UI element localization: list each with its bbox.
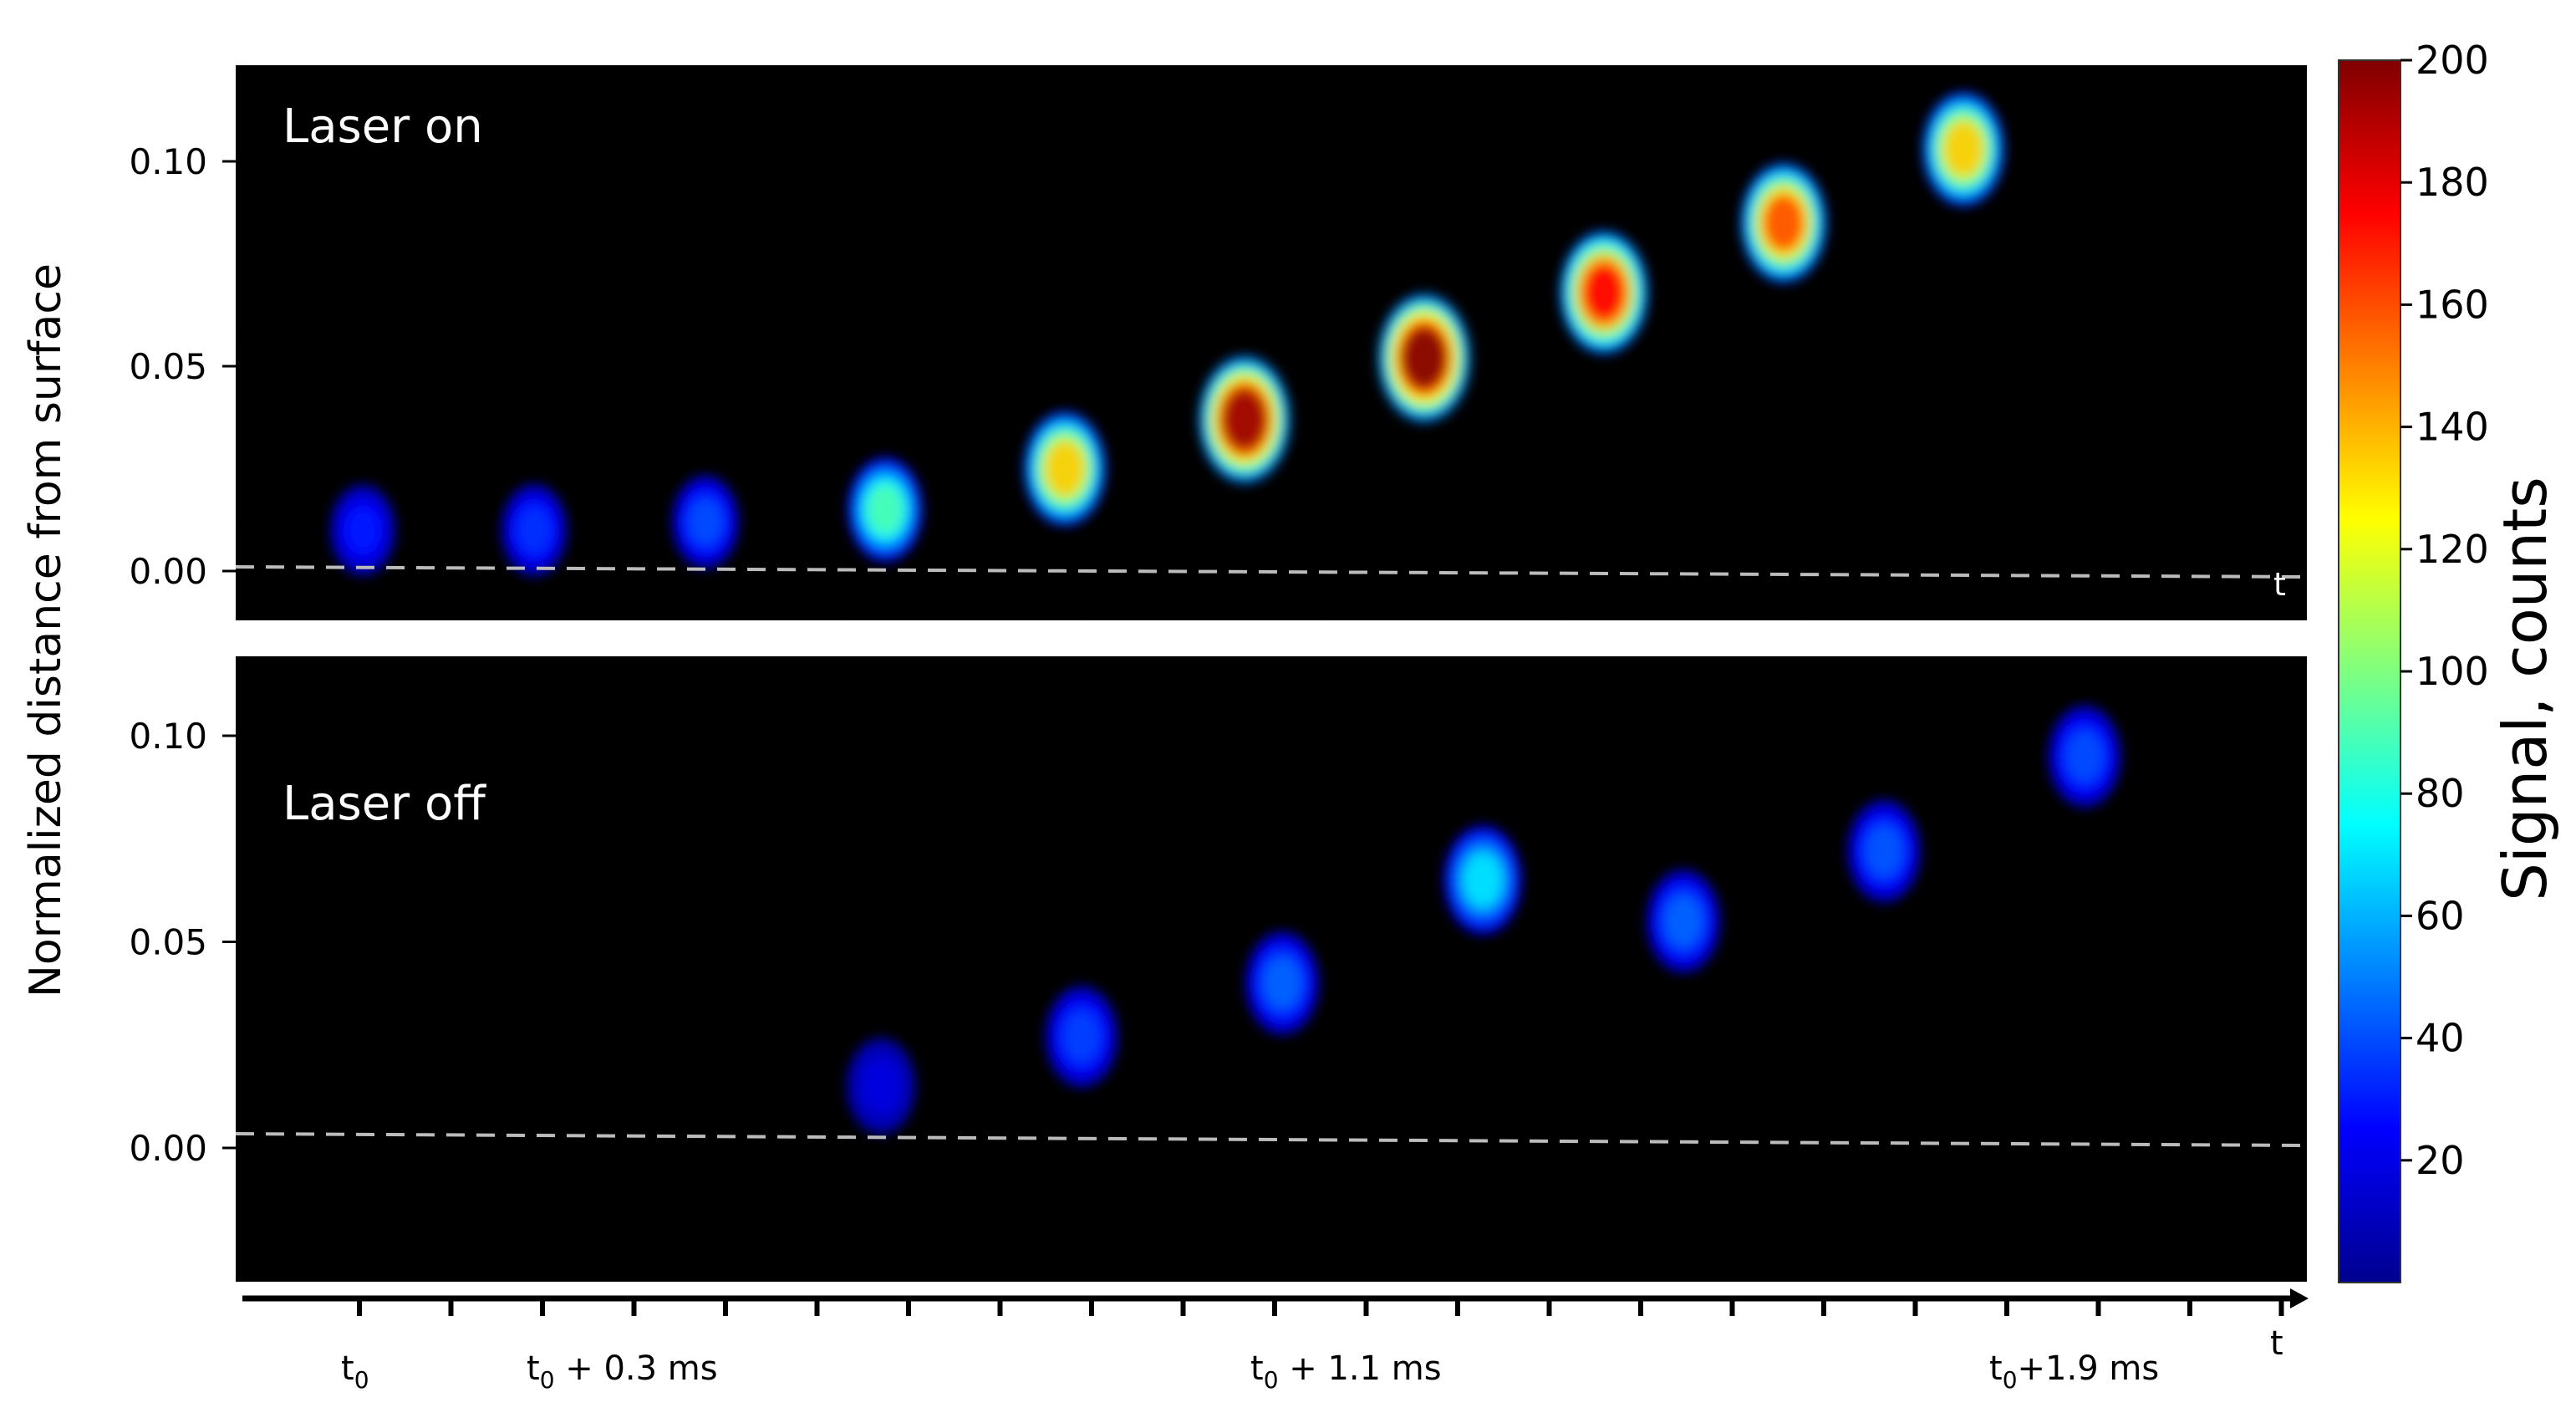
- y-tick-label-laser-off-1: 0.05: [129, 922, 207, 963]
- colorbar-tick-label-1: 180: [2416, 160, 2489, 205]
- colorbar: 200 180 160 140 120 100 80 60 40 20 Signal, count…: [2338, 38, 2560, 1283]
- colorbar-ticks: 200 180 160 140 120 100 80 60 40 20: [2400, 38, 2489, 1183]
- time-axis-end-label-laser-on: t: [2273, 566, 2286, 603]
- y-tick-label-laser-off-0: 0.10: [129, 716, 207, 757]
- time-ticks-laser-on: [357, 625, 2284, 645]
- y-ticks-laser-off: 0.10 0.05 0.00: [129, 716, 236, 1169]
- time-axis-laser-off: t t0 t0 + 0.3 ms t0 + 1.1 ms t0+1.9 ms: [242, 1288, 2309, 1394]
- time-label-laser-on-1: t0 + 0.2 ms: [431, 655, 623, 700]
- plume-laser-off-5: [1846, 799, 1922, 903]
- colorbar-tick-label-9: 20: [2416, 1138, 2465, 1183]
- panel-label-laser-off: Laser off: [283, 777, 486, 831]
- y-axis-label: Normalized distance from surface: [21, 263, 71, 997]
- y-tick-label-laser-on-0: 0.10: [129, 141, 207, 182]
- plume-laser-off-0-level-4: [863, 1062, 899, 1110]
- plume-laser-on-2: [671, 474, 740, 569]
- plume-laser-on-2-level-4: [689, 499, 722, 545]
- colorbar-tick-label-4: 120: [2416, 527, 2489, 572]
- plume-laser-on-3-level-4: [867, 484, 904, 535]
- plume-laser-on-3: [847, 456, 924, 563]
- plume-laser-on-8: [1740, 162, 1827, 283]
- plume-laser-off-3: [1443, 824, 1522, 936]
- plume-laser-off-6-level-4: [2066, 732, 2103, 782]
- plume-laser-on-1-level-4: [517, 507, 551, 553]
- colorbar-tick-label-3: 140: [2416, 405, 2489, 450]
- colorbar-tick-label-8: 40: [2416, 1016, 2465, 1061]
- plume-laser-on-5: [1199, 355, 1291, 483]
- time-label-laser-on-0: t0: [338, 655, 366, 700]
- y-tick-label-laser-on-2: 0.00: [129, 551, 207, 592]
- plume-laser-on-8-level-4: [1763, 194, 1805, 252]
- time-label-laser-off-1: t0 + 0.3 ms: [527, 1349, 718, 1394]
- colorbar-label: Signal, counts: [2490, 477, 2560, 901]
- colorbar-tick-label-2: 160: [2416, 282, 2489, 327]
- surface-line-laser-off: [235, 1132, 2308, 1147]
- plume-laser-off-2: [1245, 931, 1320, 1036]
- colorbar-tick-label-0: 200: [2416, 38, 2489, 83]
- plume-laser-off-4-level-4: [1665, 895, 1702, 946]
- plume-laser-on-0-level-4: [347, 507, 379, 553]
- plume-laser-on-7-level-4: [1582, 263, 1626, 323]
- plume-laser-on-4-level-4: [1045, 441, 1085, 497]
- time-label-laser-on-2: t0 + 1 ms: [1179, 655, 1337, 700]
- time-axis-arrowhead-laser-off: [2290, 1288, 2309, 1308]
- plume-laser-off-0: [846, 1037, 916, 1135]
- time-label-laser-off-2: t0 + 1.1 ms: [1250, 1349, 1442, 1394]
- plume-laser-off-5-level-4: [1866, 826, 1902, 876]
- plume-laser-on-6: [1377, 293, 1471, 423]
- plumes-laser-on: [329, 91, 2005, 577]
- time-ticks-laser-off: [357, 1298, 2284, 1316]
- plume-laser-off-6: [2048, 705, 2121, 808]
- plume-laser-on-9-level-4: [1943, 121, 1983, 177]
- plume-laser-off-4: [1646, 869, 1721, 974]
- plume-laser-on-9: [1922, 91, 2005, 207]
- plume-laser-on-1: [500, 483, 568, 577]
- plume-laser-on-4: [1023, 411, 1107, 526]
- plumes-laser-off: [846, 705, 2121, 1135]
- y-ticks-laser-on: 0.10 0.05 0.00: [129, 141, 236, 592]
- time-label-laser-off-0: t0: [341, 1349, 369, 1394]
- plume-laser-off-3-level-4: [1464, 853, 1502, 907]
- plume-laser-off-2-level-4: [1264, 957, 1301, 1008]
- colorbar-gradient: [2339, 60, 2400, 1283]
- plume-laser-off-1: [1045, 985, 1118, 1089]
- time-axis-arrowhead-laser-on: [2290, 625, 2309, 645]
- time-label-laser-on-3: t0+2 ms: [2091, 655, 2229, 700]
- y-axis: Normalized distance from surface 0.10 0.0…: [21, 141, 236, 1169]
- panel-laser-off: Laser off: [235, 656, 2308, 1282]
- panel-label-laser-on: Laser on: [283, 99, 483, 154]
- colorbar-tick-label-7: 60: [2416, 893, 2465, 938]
- y-tick-label-laser-off-2: 0.00: [129, 1128, 207, 1169]
- panel-laser-on: t Laser on: [235, 65, 2308, 620]
- plume-laser-on-6-level-4: [1402, 327, 1447, 390]
- time-axis-end-label-laser-off: t: [2270, 1324, 2283, 1363]
- plume-laser-on-0: [329, 483, 396, 577]
- plume-laser-off-1-level-4: [1063, 1012, 1100, 1062]
- colorbar-tick-label-5: 100: [2416, 649, 2489, 694]
- plume-laser-on-5-level-4: [1222, 389, 1267, 451]
- colorbar-tick-label-6: 80: [2416, 771, 2465, 816]
- y-tick-label-laser-on-1: 0.05: [129, 346, 207, 387]
- surface-line-laser-on: [235, 565, 2308, 579]
- plume-laser-on-7: [1560, 231, 1648, 354]
- time-label-laser-off-3: t0+1.9 ms: [1989, 1349, 2159, 1394]
- time-axis-laser-on: t0 t0 + 0.2 ms t0 + 1 ms t0+2 ms: [236, 625, 2309, 700]
